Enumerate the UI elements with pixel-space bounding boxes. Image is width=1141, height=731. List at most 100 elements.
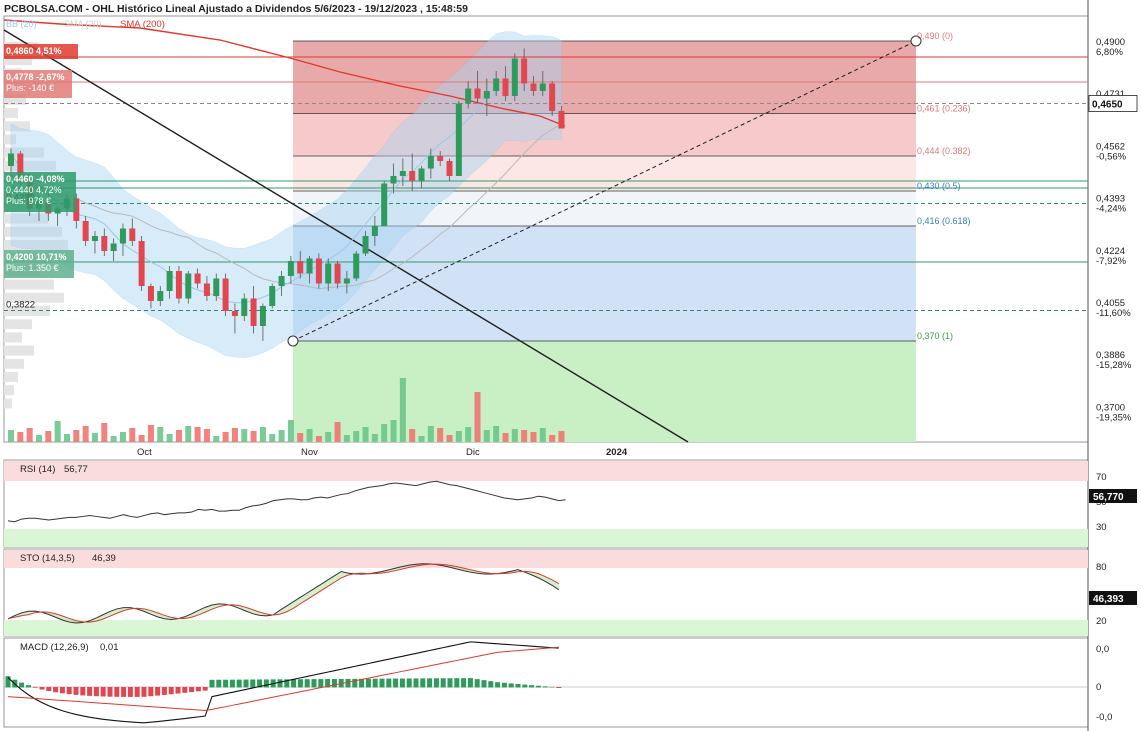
position-boxes: 0,4860 4,51% 0,4778 -2,67%Plus: -140 € 0,4…	[4, 44, 78, 278]
sma200-line	[3, 19, 566, 127]
macd-histogram-bar	[25, 685, 31, 688]
volume-bar	[306, 429, 313, 442]
position-line3-2: Plus: 978 €	[6, 196, 51, 206]
macd-histogram-bar	[155, 687, 161, 696]
candle-body	[91, 236, 98, 241]
volume-bar	[185, 426, 192, 442]
candle-body	[82, 221, 89, 241]
candle-body	[157, 291, 164, 301]
macd-histogram-bar	[80, 687, 86, 696]
macd-histogram-bar	[5, 676, 11, 688]
macd-histogram-bar	[257, 679, 263, 688]
candle-body	[502, 78, 509, 96]
volume-bar	[269, 434, 276, 442]
price-pct-6: -15,28%	[1096, 360, 1132, 371]
bollinger-fill	[10, 31, 562, 359]
position-line2-2: 0,4440 4,72%	[6, 185, 62, 195]
fib-label-1: 0,461 (0.236)	[917, 104, 971, 114]
fib-label-0: 0,490 (0)	[917, 31, 953, 41]
candle-body	[259, 306, 266, 326]
candle-body	[241, 298, 248, 316]
candle-body	[175, 271, 182, 299]
sto-k-line	[7, 563, 560, 624]
profile-bar	[4, 147, 44, 158]
macd-histogram-bar	[318, 679, 324, 688]
macd-histogram-bar	[66, 687, 72, 695]
macd-histogram-bar	[189, 687, 195, 693]
candle-body	[549, 83, 556, 111]
volume-bar	[465, 427, 472, 442]
fib-anchor-start	[287, 335, 299, 347]
candle-body	[8, 153, 14, 166]
volume-bar	[119, 432, 126, 442]
volume-bar	[157, 427, 164, 442]
candle-body	[147, 286, 154, 301]
macd-histogram-bar	[365, 678, 371, 688]
fib-zone-0	[293, 41, 916, 114]
macd-histogram-bar	[467, 678, 473, 688]
macd-histogram-bar	[311, 679, 317, 688]
price-pct-4: -7,92%	[1096, 256, 1127, 267]
price-pct-2: -0,56%	[1096, 151, 1127, 162]
position-box-2	[4, 172, 76, 212]
price-tick-3: 0,4393	[1096, 194, 1125, 205]
volume-bar	[297, 433, 304, 442]
volume-bar	[250, 431, 257, 442]
macd-histogram-bar	[59, 687, 65, 694]
macd-histogram-bar	[331, 678, 337, 688]
macd-histogram-bar	[474, 679, 480, 688]
candle-body	[213, 278, 220, 296]
rsi-value: 56,77	[64, 464, 88, 475]
profile-bar	[4, 55, 32, 66]
sto-d-line	[7, 563, 560, 623]
fib-zone-1	[293, 113, 916, 156]
candle-body	[474, 88, 481, 99]
volume-bar	[166, 434, 173, 442]
sma20-line	[10, 123, 562, 290]
candle-body	[269, 286, 276, 306]
candle-body	[427, 156, 434, 169]
macd-histogram-bar	[114, 687, 120, 697]
price-pct-0: 6,80%	[1096, 47, 1123, 58]
macd-histogram-bar	[229, 679, 235, 688]
macd-histogram-bar	[107, 687, 113, 697]
profile-bar	[4, 319, 32, 330]
macd-histogram-bar	[100, 687, 106, 697]
candle-body	[73, 198, 80, 221]
macd-histogram-bar	[549, 686, 555, 688]
volume-bar	[381, 424, 388, 442]
x-label-dic: Dic	[466, 447, 480, 458]
volume-bar	[54, 421, 61, 442]
macd-level-1: 0	[1096, 682, 1101, 693]
rsi-level-0: 70	[1096, 472, 1107, 483]
price-panel: 0,490 (0) 0,461 (0.236) 0,444 (0.382) 0,430…	[3, 19, 1138, 443]
macd-histogram-bar	[32, 687, 38, 688]
fib-diagonal-line	[292, 40, 917, 342]
price-tick-5: 0,4055	[1096, 298, 1125, 309]
candle-body	[371, 226, 378, 236]
fib-anchor-end	[910, 35, 922, 47]
price-pct-3: -4,24%	[1096, 204, 1127, 215]
macd-signal-line	[7, 646, 559, 712]
macd-histogram-bar	[263, 679, 269, 688]
fibonacci-zones	[293, 40, 916, 442]
volume-bar	[129, 428, 136, 442]
candle-body	[418, 168, 425, 181]
macd-histogram-bar	[352, 678, 358, 688]
profile-bar	[4, 240, 68, 250]
volume-bar	[45, 431, 52, 442]
volume-bar	[91, 433, 98, 442]
candle-body	[521, 58, 528, 84]
candle-body	[362, 236, 369, 254]
macd-histogram-bar	[297, 679, 303, 688]
macd-histogram-bar	[202, 687, 208, 691]
macd-histogram-bar	[440, 678, 446, 688]
moving-averages	[3, 19, 566, 304]
macd-histogram-bar	[284, 679, 290, 688]
sto-level-1: 20	[1096, 616, 1107, 627]
macd-histogram-bar	[46, 687, 52, 692]
volume-bar	[474, 392, 481, 442]
candle-body	[119, 228, 126, 244]
volume-bar	[409, 429, 416, 442]
candle-body	[437, 156, 444, 161]
